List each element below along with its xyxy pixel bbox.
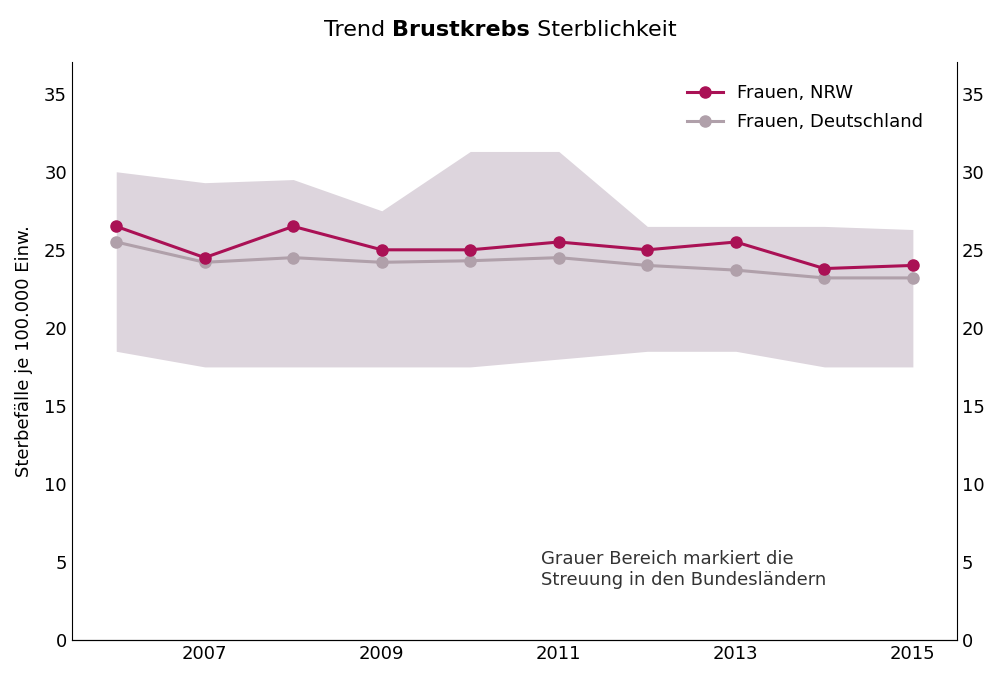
Text: Brustkrebs: Brustkrebs	[392, 20, 530, 40]
Text: Grauer Bereich markiert die
Streuung in den Bundesländern: Grauer Bereich markiert die Streuung in …	[541, 551, 826, 589]
Legend: Frauen, NRW, Frauen, Deutschland: Frauen, NRW, Frauen, Deutschland	[679, 77, 930, 138]
Text: Sterblichkeit: Sterblichkeit	[530, 20, 676, 40]
Y-axis label: Sterbefälle je 100.000 Einw.: Sterbefälle je 100.000 Einw.	[15, 225, 33, 477]
Text: Trend: Trend	[324, 20, 392, 40]
